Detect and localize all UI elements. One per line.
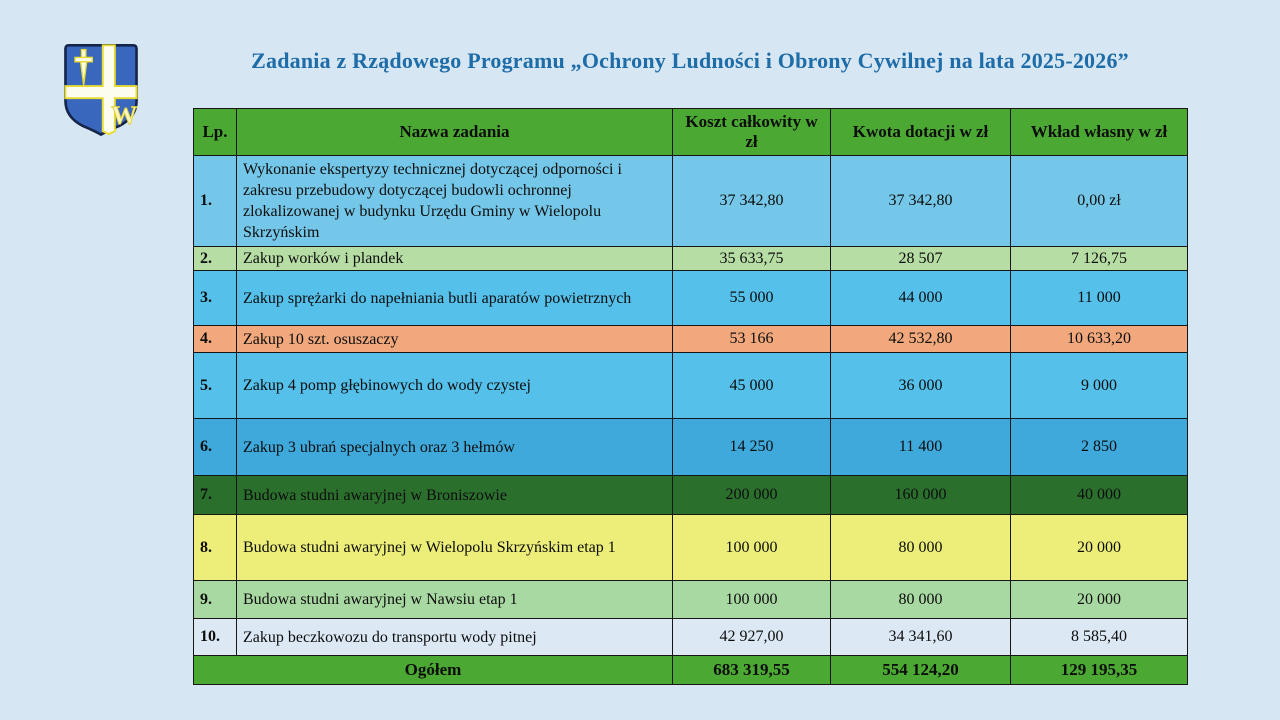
own-contribution-cell: 10 633,20 [1010, 325, 1188, 354]
own-contribution-cell: 7 126,75 [1010, 245, 1188, 272]
own-contribution-cell: 9 000 [1010, 352, 1188, 420]
own-contribution-cell: 11 000 [1010, 270, 1188, 327]
table-row: 9. Budowa studni awaryjnej w Nawsiu etap… [193, 580, 1188, 620]
total-cost-cell: 100 000 [672, 580, 831, 620]
total-cost-sum-cell: 683 319,55 [672, 655, 831, 686]
grant-amount-cell: 36 000 [830, 352, 1011, 420]
own-contribution-cell: 20 000 [1010, 514, 1188, 582]
grant-amount-cell: 28 507 [830, 245, 1011, 272]
task-name-cell: Wykonanie ekspertyzy technicznej dotyczą… [236, 155, 673, 247]
task-name-cell: Zakup sprężarki do napełniania butli apa… [236, 270, 673, 327]
table-row: 6. Zakup 3 ubrań specjalnych oraz 3 hełm… [193, 418, 1188, 477]
total-cost-cell: 100 000 [672, 514, 831, 582]
column-header-total-cost: Koszt całkowity w zł [672, 108, 831, 156]
grant-amount-cell: 42 532,80 [830, 325, 1011, 354]
total-cost-cell: 55 000 [672, 270, 831, 327]
table-row: 4. Zakup 10 szt. osuszaczy 53 166 42 532… [193, 325, 1188, 354]
lp-cell: 9. [193, 580, 237, 620]
coat-of-arms-logo: W [64, 44, 138, 137]
total-cost-cell: 35 633,75 [672, 245, 831, 272]
task-name-cell: Zakup 10 szt. osuszaczy [236, 325, 673, 354]
own-contribution-cell: 0,00 zł [1010, 155, 1188, 247]
grant-amount-cell: 160 000 [830, 475, 1011, 516]
lp-cell: 6. [193, 418, 237, 477]
column-header-own-contribution: Wkład własny w zł [1010, 108, 1188, 156]
lp-cell: 1. [193, 155, 237, 247]
table-row: 1. Wykonanie ekspertyzy technicznej doty… [193, 155, 1188, 247]
column-header-lp: Lp. [193, 108, 237, 156]
grant-amount-sum-cell: 554 124,20 [830, 655, 1011, 686]
task-name-cell: Zakup beczkowozu do transportu wody pitn… [236, 618, 673, 657]
own-contribution-cell: 2 850 [1010, 418, 1188, 477]
own-contribution-cell: 20 000 [1010, 580, 1188, 620]
task-name-cell: Zakup 4 pomp głębinowych do wody czystej [236, 352, 673, 420]
grant-amount-cell: 34 341,60 [830, 618, 1011, 657]
table-row: 3. Zakup sprężarki do napełniania butli … [193, 270, 1188, 327]
page-title: Zadania z Rządowego Programu „Ochrony Lu… [251, 48, 1129, 73]
own-contribution-cell: 8 585,40 [1010, 618, 1188, 657]
table-row: 7. Budowa studni awaryjnej w Broniszowie… [193, 475, 1188, 516]
tasks-table: Lp. Nazwa zadania Koszt całkowity w zł K… [193, 108, 1188, 686]
task-name-cell: Budowa studni awaryjnej w Wielopolu Skrz… [236, 514, 673, 582]
total-cost-cell: 200 000 [672, 475, 831, 516]
lp-cell: 10. [193, 618, 237, 657]
table-row: 5. Zakup 4 pomp głębinowych do wody czys… [193, 352, 1188, 420]
total-row: Ogółem 683 319,55 554 124,20 129 195,35 [193, 655, 1188, 686]
lp-cell: 2. [193, 245, 237, 272]
grant-amount-cell: 80 000 [830, 580, 1011, 620]
table-row: 8. Budowa studni awaryjnej w Wielopolu S… [193, 514, 1188, 582]
column-header-task-name: Nazwa zadania [236, 108, 673, 156]
sword-icon [74, 48, 94, 86]
task-name-cell: Budowa studni awaryjnej w Nawsiu etap 1 [236, 580, 673, 620]
own-contribution-cell: 40 000 [1010, 475, 1188, 516]
total-cost-cell: 42 927,00 [672, 618, 831, 657]
lp-cell: 3. [193, 270, 237, 327]
total-cost-cell: 53 166 [672, 325, 831, 354]
total-cost-cell: 37 342,80 [672, 155, 831, 247]
letter-w: W [111, 101, 137, 130]
own-contribution-sum-cell: 129 195,35 [1010, 655, 1188, 686]
lp-cell: 7. [193, 475, 237, 516]
task-name-cell: Zakup worków i plandek [236, 245, 673, 272]
grant-amount-cell: 80 000 [830, 514, 1011, 582]
header-row: Lp. Nazwa zadania Koszt całkowity w zł K… [193, 108, 1188, 156]
lp-cell: 8. [193, 514, 237, 582]
column-header-grant-amount: Kwota dotacji w zł [830, 108, 1011, 156]
total-cost-cell: 14 250 [672, 418, 831, 477]
grant-amount-cell: 44 000 [830, 270, 1011, 327]
table-row: 10. Zakup beczkowozu do transportu wody … [193, 618, 1188, 657]
lp-cell: 5. [193, 352, 237, 420]
lp-cell: 4. [193, 325, 237, 354]
task-name-cell: Budowa studni awaryjnej w Broniszowie [236, 475, 673, 516]
task-name-cell: Zakup 3 ubrań specjalnych oraz 3 hełmów [236, 418, 673, 477]
table-row: 2. Zakup worków i plandek 35 633,75 28 5… [193, 245, 1188, 272]
cross-shape [64, 44, 138, 136]
total-cost-cell: 45 000 [672, 352, 831, 420]
grant-amount-cell: 37 342,80 [830, 155, 1011, 247]
total-label-cell: Ogółem [193, 655, 673, 686]
grant-amount-cell: 11 400 [830, 418, 1011, 477]
